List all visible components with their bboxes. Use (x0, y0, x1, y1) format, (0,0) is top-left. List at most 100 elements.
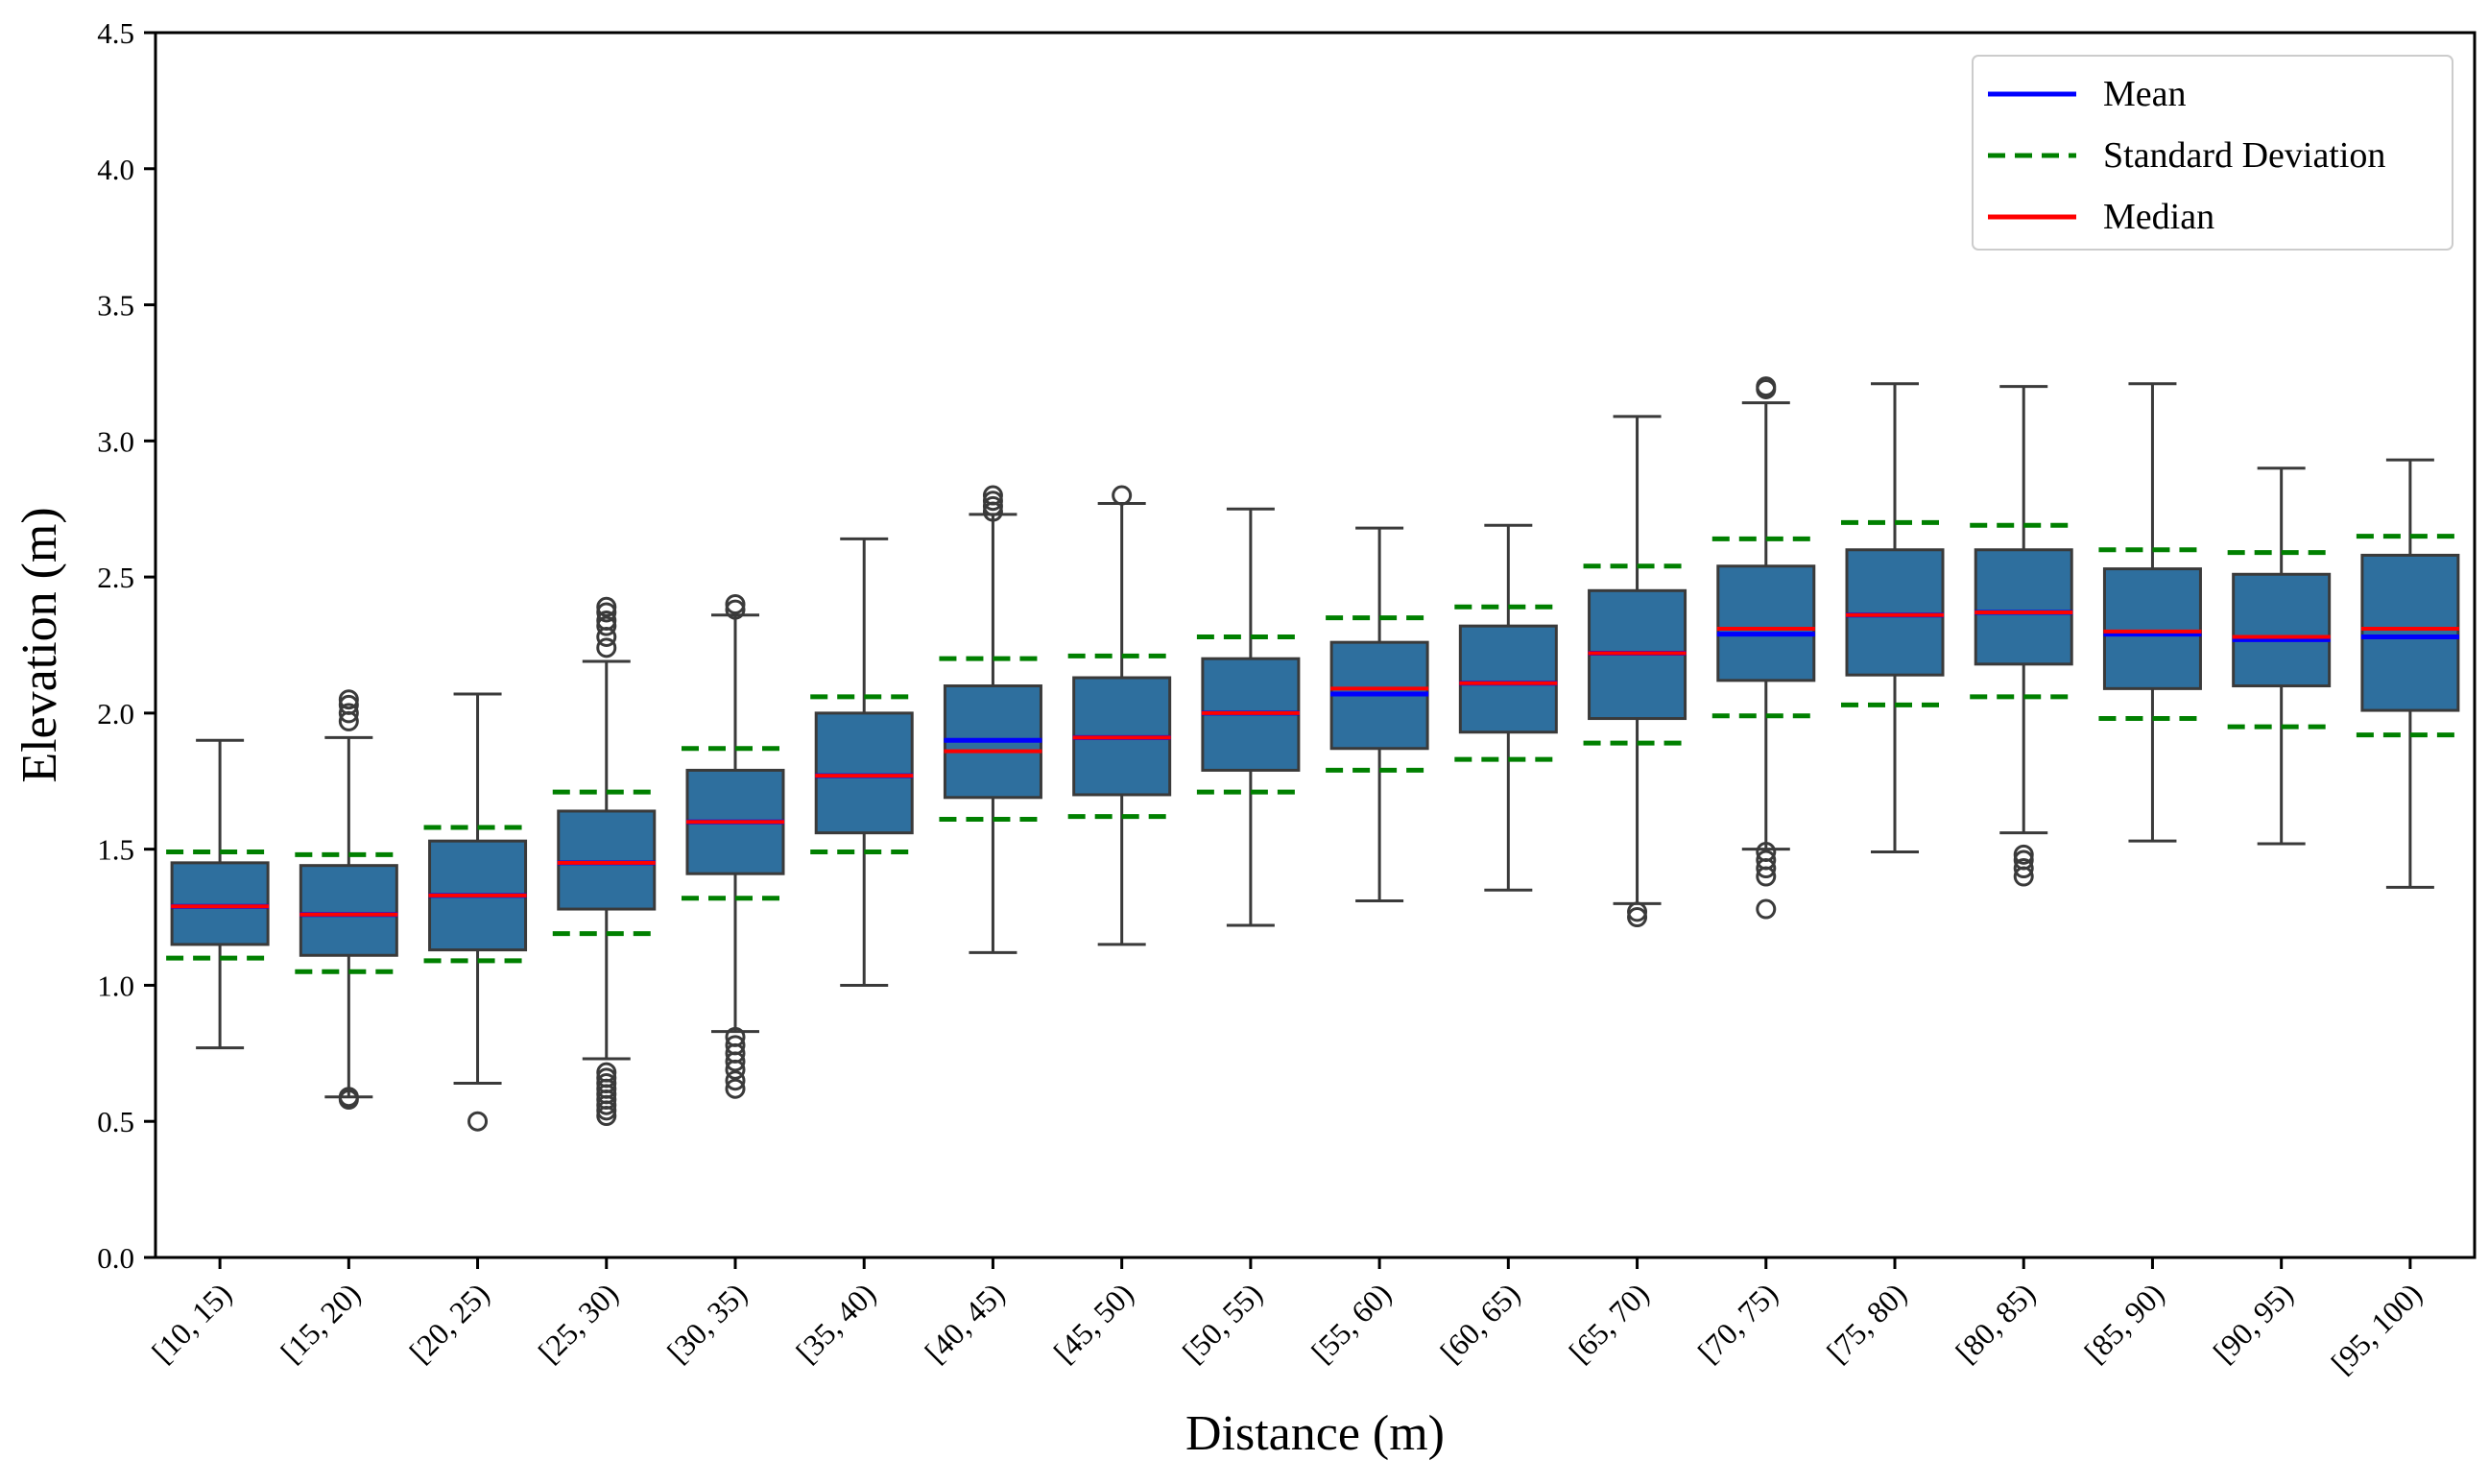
box-group (1454, 523, 1563, 892)
x-tick-label: [30, 35) (660, 1276, 754, 1369)
outlier-point (596, 1067, 617, 1089)
x-tick-label: [50, 55) (1176, 1276, 1269, 1369)
outlier-point (596, 1073, 617, 1094)
box-iqr (1845, 548, 1945, 677)
legend-label: Median (2103, 197, 2214, 237)
x-tick-label: [25, 30) (532, 1276, 625, 1369)
x-tick-label: [60, 65) (1433, 1276, 1526, 1369)
plot-frame (154, 31, 2477, 1259)
y-tick-label: 0.0 (97, 1241, 134, 1275)
box-iqr (2102, 567, 2202, 690)
outlier-point (2013, 858, 2034, 879)
box-group (1196, 507, 1304, 927)
box-iqr (1458, 624, 1558, 734)
box-group (295, 689, 403, 1111)
outlier-point (725, 1026, 746, 1047)
y-tick-label: 1.5 (97, 833, 134, 867)
x-tick-label: [15, 20) (274, 1276, 367, 1369)
box-group (2227, 467, 2335, 846)
outlier-point (596, 1062, 617, 1083)
outlier-point (725, 1078, 746, 1099)
box-group (1583, 415, 1691, 928)
outlier-point (1627, 901, 1648, 922)
outlier-point (982, 485, 1003, 506)
box-iqr (814, 711, 914, 835)
x-tick-label: [55, 60) (1304, 1276, 1398, 1369)
outlier-point (596, 602, 617, 623)
box-group (810, 537, 919, 987)
outlier-point (1627, 907, 1648, 928)
outlier-point (596, 637, 617, 658)
x-tick-label: [70, 75) (1691, 1276, 1784, 1369)
box-iqr (557, 809, 657, 911)
outlier-point (725, 593, 746, 614)
outlier-point (982, 491, 1003, 512)
box-group (939, 485, 1047, 954)
outlier-point (1756, 376, 1777, 397)
outlier-point (596, 596, 617, 617)
outlier-point (1112, 485, 1133, 506)
outlier-point (338, 694, 359, 715)
legend: Mean Standard Deviation Median (1972, 55, 2453, 251)
outlier-point (596, 610, 617, 631)
y-tick-label: 2.0 (97, 697, 134, 730)
x-tick-label: [85, 90) (2077, 1276, 2170, 1369)
y-tick-label: 2.5 (97, 561, 134, 594)
box-group (2098, 382, 2207, 843)
x-tick-label: [80, 85) (1949, 1276, 2042, 1369)
box-group (1970, 385, 2078, 887)
outlier-point (1756, 850, 1777, 871)
outlier-point (725, 599, 746, 620)
outlier-point (1756, 898, 1777, 920)
outlier-point (1756, 842, 1777, 863)
x-tick-label: [65, 70) (1562, 1276, 1655, 1369)
legend-label: Mean (2103, 74, 2187, 114)
x-tick-label: [45, 50) (1047, 1276, 1140, 1369)
boxes-layer (166, 376, 2464, 1132)
y-axis-label: Elevation (m) (12, 507, 67, 782)
y-tick-label: 3.0 (97, 424, 134, 458)
box-group (423, 692, 532, 1132)
box-group (166, 738, 275, 1050)
outlier-point (467, 1111, 489, 1132)
x-tick-label: [95, 100) (2324, 1276, 2428, 1379)
box-iqr (170, 861, 270, 946)
x-tick-label: [20, 25) (402, 1276, 495, 1369)
x-tick-label: [90, 95) (2207, 1276, 2300, 1369)
box-group (1841, 382, 1949, 854)
outlier-point (338, 1087, 359, 1108)
y-tick-label: 4.0 (97, 153, 134, 186)
box-group (2356, 458, 2464, 889)
x-tick-label: [35, 40) (789, 1276, 882, 1369)
outlier-point (338, 689, 359, 710)
legend-label: Standard Deviation (2103, 135, 2385, 176)
outlier-point (725, 1035, 746, 1056)
outlier-point (2013, 844, 2034, 865)
box-iqr (2360, 553, 2460, 712)
box-iqr (299, 864, 398, 957)
box-group (1067, 485, 1176, 946)
outlier-point (982, 495, 1003, 516)
x-tick-label: [40, 45) (918, 1276, 1011, 1369)
box-iqr (1974, 548, 2073, 666)
outlier-point (725, 1070, 746, 1091)
y-tick-label: 4.5 (97, 16, 134, 50)
box-group (682, 593, 789, 1099)
y-tick-label: 0.5 (97, 1105, 134, 1138)
outlier-point (2013, 850, 2034, 871)
box-group (552, 596, 660, 1127)
y-tick-label: 3.5 (97, 289, 134, 323)
x-tick-label: [75, 80) (1820, 1276, 1913, 1369)
outlier-point (596, 615, 617, 636)
y-tick-label: 1.0 (97, 969, 134, 1002)
legend-box (1972, 55, 2453, 251)
outlier-point (338, 703, 359, 724)
box-iqr (2232, 572, 2332, 688)
box-iqr (1716, 564, 1816, 682)
x-tick-label: [10, 15) (145, 1276, 238, 1369)
box-group (1711, 376, 1820, 920)
x-axis-label: Distance (m) (1185, 1406, 1445, 1461)
box-group (1326, 526, 1434, 903)
